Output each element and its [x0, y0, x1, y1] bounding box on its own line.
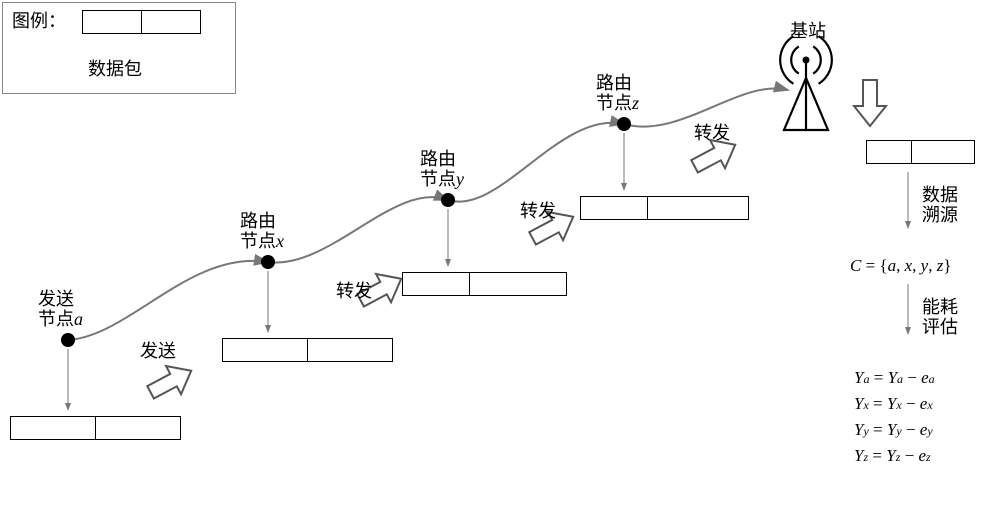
action-fwd1: 转发	[336, 280, 372, 303]
node-z-italic: z	[632, 93, 639, 113]
right-step2b: 评估	[922, 316, 958, 339]
packet-a	[10, 416, 181, 444]
action-fwd2: 转发	[520, 200, 556, 223]
node-z-label2-pre: 节点	[596, 93, 632, 113]
packet-x	[222, 338, 393, 366]
node-x-label2: 节点x	[240, 230, 284, 253]
hollow-arrow-bs	[854, 80, 886, 126]
hollow-arrow-a	[143, 357, 199, 407]
equation-row: Yx = Yx − ex	[854, 394, 935, 414]
packet-y	[402, 272, 567, 300]
node-a-dot	[61, 333, 75, 347]
right-eqs: Ya = Ya − ea Yx = Yx − ex Yy = Yy − ey Yz =…	[854, 362, 935, 472]
node-a-label2: 节点a	[38, 308, 83, 331]
packet-bs	[866, 140, 975, 168]
equation-row: Yz = Yz − ez	[854, 446, 935, 466]
curve-a-x	[68, 261, 268, 340]
action-fwd3: 转发	[694, 122, 730, 145]
curve-z-bs	[624, 88, 788, 126]
node-y-label2-pre: 节点	[420, 169, 456, 189]
right-set-eq: C = {a, x, y, z}	[850, 256, 951, 276]
base-station-label: 基站	[790, 20, 826, 43]
curve-x-y	[268, 197, 448, 262]
node-y-dot	[441, 193, 455, 207]
right-step1b: 溯源	[922, 204, 958, 227]
node-a-label2-pre: 节点	[38, 309, 74, 329]
equation-row: Yy = Yy − ey	[854, 420, 935, 440]
node-x-italic: x	[276, 231, 284, 251]
node-x-label2-pre: 节点	[240, 231, 276, 251]
curve-y-z	[448, 123, 624, 202]
node-z-label2: 节点z	[596, 92, 639, 115]
node-y-label2: 节点y	[420, 168, 464, 191]
node-a-italic: a	[74, 309, 83, 329]
node-y-italic: y	[456, 169, 464, 189]
packet-z	[580, 196, 749, 224]
node-x-dot	[261, 255, 275, 269]
equation-row: Ya = Ya − ea	[854, 368, 935, 388]
node-z-dot	[617, 117, 631, 131]
action-send: 发送	[140, 340, 176, 363]
base-station-icon	[780, 36, 832, 130]
